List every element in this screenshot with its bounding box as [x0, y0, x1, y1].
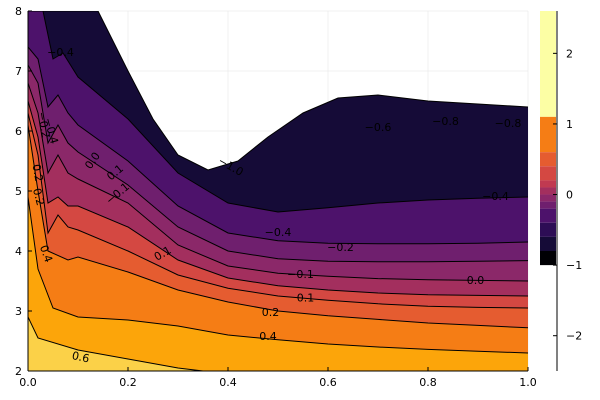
contour-line — [28, 196, 528, 354]
x-tick-label: 0.4 — [219, 376, 237, 389]
colorbar-tick-label: 0 — [566, 189, 573, 202]
contour-line — [28, 124, 528, 329]
contour-label: −0.2 — [35, 111, 52, 140]
colorbar-tick-label: 2 — [566, 47, 573, 60]
colorbar-tick-label: −1 — [566, 259, 582, 272]
x-tick-label: 0.8 — [419, 376, 437, 389]
colorbar-band — [540, 194, 556, 202]
contour-label: 0.2 — [262, 306, 280, 319]
y-tick-label: 2 — [15, 365, 22, 378]
contour-line — [28, 11, 528, 213]
contour-region — [28, 125, 528, 371]
contour-region — [28, 317, 203, 371]
colorbar-band — [540, 208, 556, 223]
y-tick-label: 6 — [15, 125, 22, 138]
colorbar: 2 1 0 −1 −2 — [540, 11, 582, 371]
contour-regions — [28, 11, 528, 371]
colorbar-band — [540, 187, 556, 195]
contour-label: 0.1 — [297, 291, 315, 304]
colorbar-band — [540, 236, 556, 251]
colorbar-tick-label: 1 — [566, 118, 573, 131]
contour-line — [28, 82, 528, 282]
contour-label: 0.2 — [30, 163, 46, 182]
contour-line — [28, 46, 528, 245]
colorbar-band — [540, 180, 556, 188]
axes: 0.0 0.2 0.4 0.6 0.8 1.0 2 3 4 5 6 7 8 — [15, 5, 537, 389]
colorbar-band — [540, 152, 556, 167]
x-tick-label: 0.2 — [119, 376, 137, 389]
y-tick-label: 8 — [15, 5, 22, 18]
x-tick-label: 0.6 — [319, 376, 337, 389]
colorbar-band — [540, 251, 556, 266]
x-tick-label: 0.0 — [19, 376, 37, 389]
contour-label: −0.8 — [495, 117, 522, 130]
contour-label: −0.1 — [287, 268, 314, 281]
contour-label: 0.6 — [71, 349, 91, 365]
y-tick-label: 4 — [15, 245, 22, 258]
y-tick-label: 7 — [15, 65, 22, 78]
contour-line — [28, 64, 528, 263]
contour-line — [28, 112, 528, 309]
y-tick-label: 5 — [15, 185, 22, 198]
contour-label: 0.4 — [259, 330, 277, 343]
contour-label: −0.8 — [432, 115, 459, 128]
contour-line — [28, 11, 528, 171]
contour-region — [28, 197, 528, 371]
contour-label: 0.2 — [30, 187, 47, 207]
contour-line — [28, 316, 204, 371]
colorbar-band — [540, 222, 556, 237]
contour-label: −0.2 — [327, 241, 354, 254]
contour-label: −0.4 — [482, 190, 509, 203]
colorbar-band — [540, 116, 556, 153]
contour-label: −0.4 — [265, 226, 292, 239]
contour-label: 0.0 — [467, 274, 485, 287]
colorbar-band — [540, 11, 556, 117]
contour-label: 0.4 — [37, 243, 55, 264]
y-tick-label: 3 — [15, 305, 22, 318]
colorbar-band — [540, 201, 556, 209]
contour-label: −0.4 — [47, 46, 74, 59]
contour-label: −0.6 — [365, 121, 392, 134]
contour-line — [28, 100, 528, 297]
colorbar-tick-label: −2 — [566, 330, 582, 343]
colorbar-band — [540, 166, 556, 181]
x-tick-label: 1.0 — [519, 376, 537, 389]
